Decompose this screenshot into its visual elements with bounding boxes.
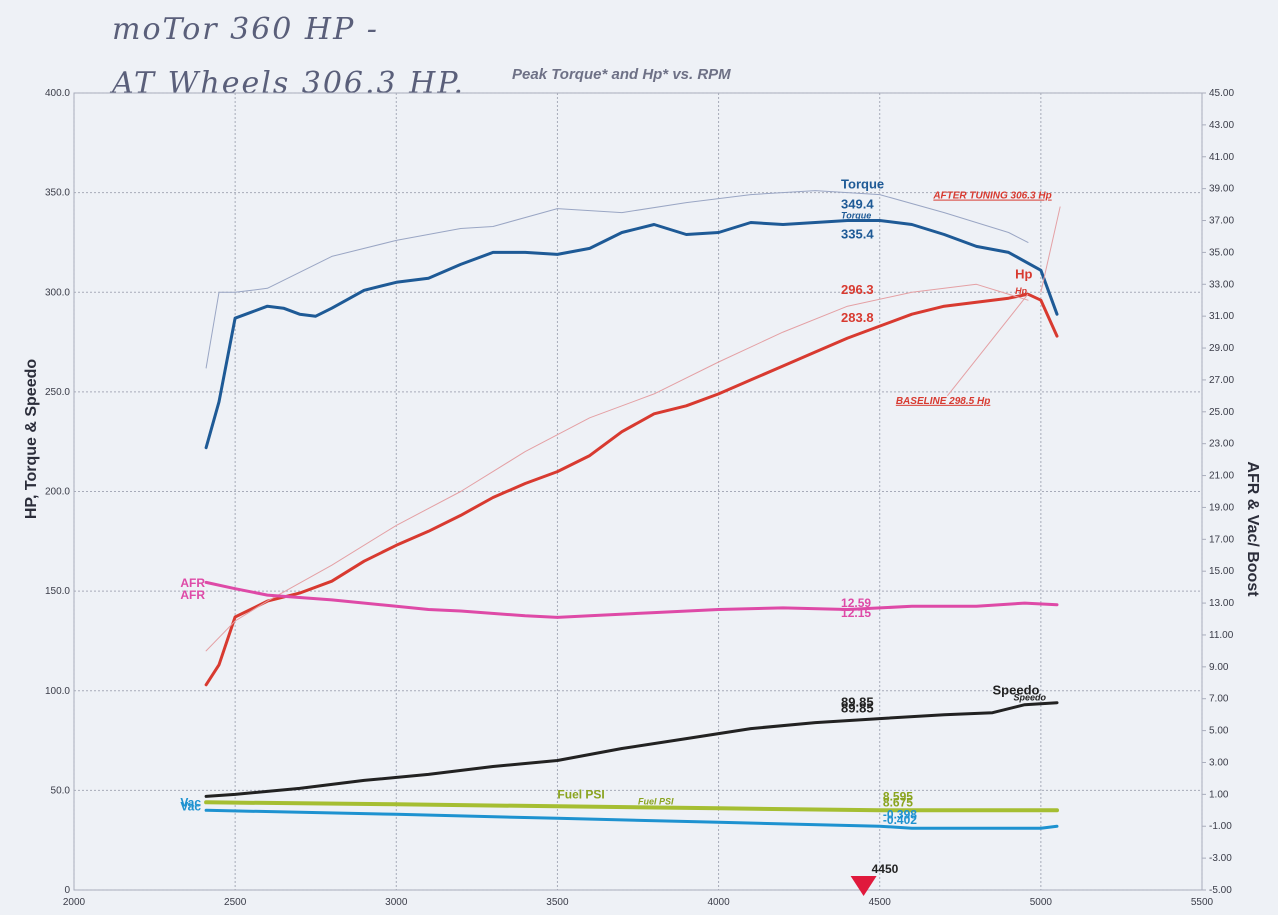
series-speedo (204, 701, 1059, 798)
x-tick-label: 4000 (707, 897, 730, 908)
y-tick-label-right: 19.00 (1209, 502, 1234, 513)
x-tick-label: 4500 (869, 897, 892, 908)
series-label: Speedo (1013, 693, 1046, 703)
rpm-marker-label: 4450 (872, 862, 899, 876)
y-tick-label-right: 5.00 (1209, 726, 1229, 737)
y-tick-label-right: 43.00 (1209, 120, 1234, 131)
y-tick-label-right: 9.00 (1209, 662, 1229, 673)
series-label: Hp (1015, 266, 1032, 281)
y-tick-label-right: 3.00 (1209, 757, 1229, 768)
y-tick-label-right: 35.00 (1209, 247, 1234, 258)
x-tick-label: 3500 (546, 897, 569, 908)
y-tick-label-right: 27.00 (1209, 375, 1234, 386)
y-tick-label-right: 11.00 (1209, 630, 1234, 641)
series-label: -0.398 (883, 807, 917, 821)
y-tick-label-right: -1.00 (1209, 821, 1232, 832)
y-tick-label-left: 200.0 (45, 487, 70, 498)
series-label: Fuel PSI (638, 796, 674, 806)
y-tick-label-right: 23.00 (1209, 439, 1234, 450)
series-label: 8.595 (883, 789, 913, 803)
y-tick-label-right: 31.00 (1209, 311, 1234, 322)
y-tick-label-left: 400.0 (45, 88, 70, 99)
y-tick-label-right: 17.00 (1209, 534, 1234, 545)
y-tick-label-right: 33.00 (1209, 279, 1234, 290)
series-afr (204, 580, 1059, 619)
series-label: AFTER TUNING 306.3 Hp (932, 191, 1051, 202)
series-label: 335.4 (841, 226, 874, 241)
x-tick-label: 5000 (1030, 897, 1053, 908)
y-tick-label-left: 100.0 (45, 686, 70, 697)
series-label: 296.3 (841, 282, 874, 297)
y-tick-label-right: 45.00 (1209, 88, 1234, 99)
chart-title: Peak Torque* and Hp* vs. RPM (512, 66, 731, 83)
series-label: AFR (180, 576, 205, 590)
after-tuning-leader-line (1040, 206, 1061, 293)
series-torque (204, 219, 1059, 450)
y-tick-label-right: 29.00 (1209, 343, 1234, 354)
series-label: Fuel PSI (557, 787, 604, 801)
x-tick-label: 2000 (63, 897, 86, 908)
series-label: 283.8 (841, 310, 874, 325)
y-tick-label-right: 7.00 (1209, 694, 1229, 705)
series-label: 8.675 (883, 795, 913, 809)
series-label: 349.4 (841, 197, 874, 212)
y-tick-label-right: 39.00 (1209, 184, 1234, 195)
series-label: 12.15 (841, 606, 871, 620)
y-tick-label-right: -5.00 (1209, 885, 1232, 896)
series-label: Speedo (993, 683, 1040, 698)
series-hp (205, 283, 1029, 652)
baseline-leader-line (947, 293, 1029, 397)
y-tick-label-left: 350.0 (45, 188, 70, 199)
y-tick-label-right: 1.00 (1209, 789, 1229, 800)
y-tick-label-right: 15.00 (1209, 566, 1234, 577)
series-torque (205, 190, 1029, 369)
x-tick-label: 2500 (224, 897, 247, 908)
series-hp (204, 292, 1059, 687)
y-tick-label-right: 41.00 (1209, 152, 1234, 163)
y-tick-label-right: 37.00 (1209, 216, 1234, 227)
handwritten-note-motor-hp: moTor 360 HP - (112, 12, 379, 47)
rpm-marker-triangle (850, 876, 877, 896)
y-tick-label-right: 21.00 (1209, 471, 1234, 482)
series-label: Vac (180, 799, 201, 813)
y-tick-label-left: 50.0 (51, 785, 71, 796)
y-tick-label-right: 25.00 (1209, 407, 1234, 418)
series-label: BASELINE 298.5 Hp (896, 396, 990, 407)
series-fuel-psi (204, 800, 1059, 813)
y-tick-label-left: 300.0 (45, 287, 70, 298)
series-label: Torque (841, 177, 884, 192)
y-tick-label-right: 13.00 (1209, 598, 1234, 609)
series-label: AFR (180, 588, 205, 602)
series-label: Vac (180, 795, 201, 809)
y-tick-label-left: 250.0 (45, 387, 70, 398)
series-label: 89.85 (841, 701, 874, 716)
handwritten-note-wheels-hp: AT Wheels 306.3 HP. (112, 66, 465, 101)
series-label: Torque (841, 211, 871, 221)
series-label: 89.85 (841, 695, 874, 710)
series-label: 12.59 (841, 596, 871, 610)
x-tick-label: 5500 (1191, 897, 1214, 908)
y-tick-label-left: 150.0 (45, 586, 70, 597)
series-label: Hp (1015, 286, 1027, 296)
series-label: -0.402 (883, 813, 917, 827)
y-tick-label-right: -3.00 (1209, 853, 1232, 864)
series-vac (204, 808, 1059, 830)
y-tick-label-left: 0 (64, 885, 70, 896)
x-tick-label: 3000 (385, 897, 408, 908)
